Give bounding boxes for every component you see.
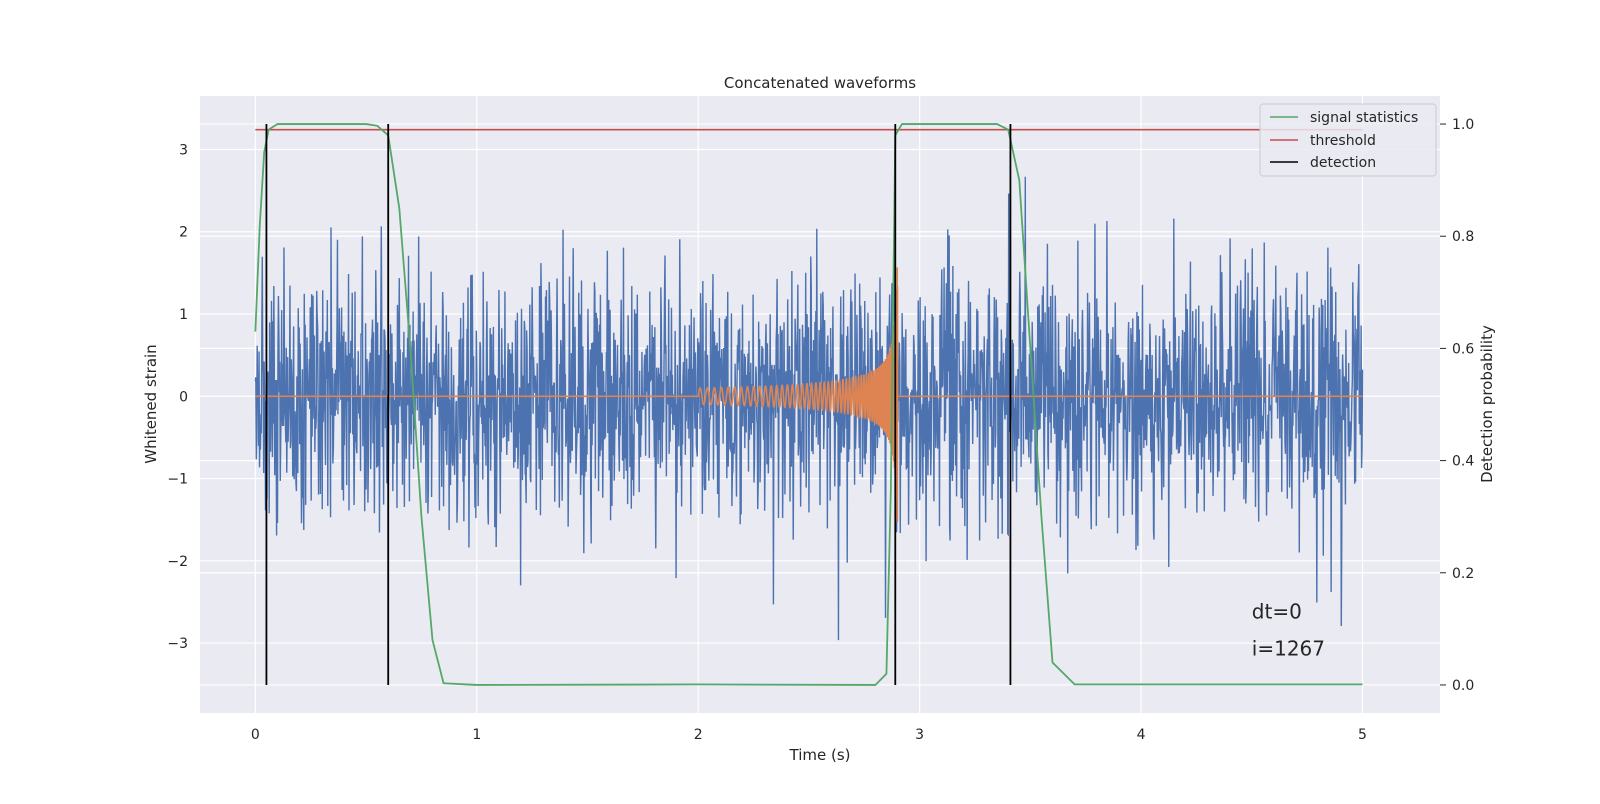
chirp-series [255,267,1363,523]
y-tick-label: 1 [179,307,188,323]
chirp-line [255,267,1363,523]
x-tick-label: 1 [472,727,481,743]
y2-tick-label: 0.8 [1452,229,1474,245]
noise-series [254,176,1364,641]
y2-tick-label: 0.6 [1452,341,1474,357]
y-axis-label: Whitened strain [142,344,160,463]
y-tick-label: 0 [179,389,188,405]
y-tick-label: −3 [167,636,188,652]
ticks: 0 1 2 3 4 5 −3 −2 −1 0 1 2 3 0.0 0.2 0.4 0.6 0.8 1.0 [167,117,1474,743]
y2-tick-label: 0.0 [1452,678,1474,694]
annotation-dt: dt=0 [1252,599,1302,623]
noise-line [254,176,1364,641]
y2-axis-label: Detection probability [1478,325,1496,483]
x-tick-label: 3 [915,727,924,743]
probability-series [254,123,1363,686]
legend-label-signal-statistics: signal statistics [1310,110,1418,126]
y2-tick-label: 1.0 [1452,117,1474,133]
y-tick-label: 2 [179,225,188,241]
legend: signal statistics threshold detection [1259,103,1437,177]
x-tick-label: 0 [251,727,260,743]
signal-statistics-line [254,123,1363,686]
x-tick-label: 4 [1137,727,1146,743]
x-tick-label: 5 [1358,727,1367,743]
legend-box [1259,103,1437,177]
x-axis-label: Time (s) [789,746,851,764]
annotation-index: i=1267 [1252,636,1325,660]
y-tick-label: 3 [179,142,188,158]
y2-tick-label: 0.2 [1452,566,1474,582]
x-tick-label: 2 [694,727,703,743]
y-tick-label: −2 [167,554,188,570]
chart-title: Concatenated waveforms [724,74,916,92]
legend-label-threshold: threshold [1310,133,1376,149]
legend-label-detection: detection [1310,155,1376,171]
y2-tick-label: 0.4 [1452,454,1474,470]
y-tick-label: −1 [167,472,188,488]
